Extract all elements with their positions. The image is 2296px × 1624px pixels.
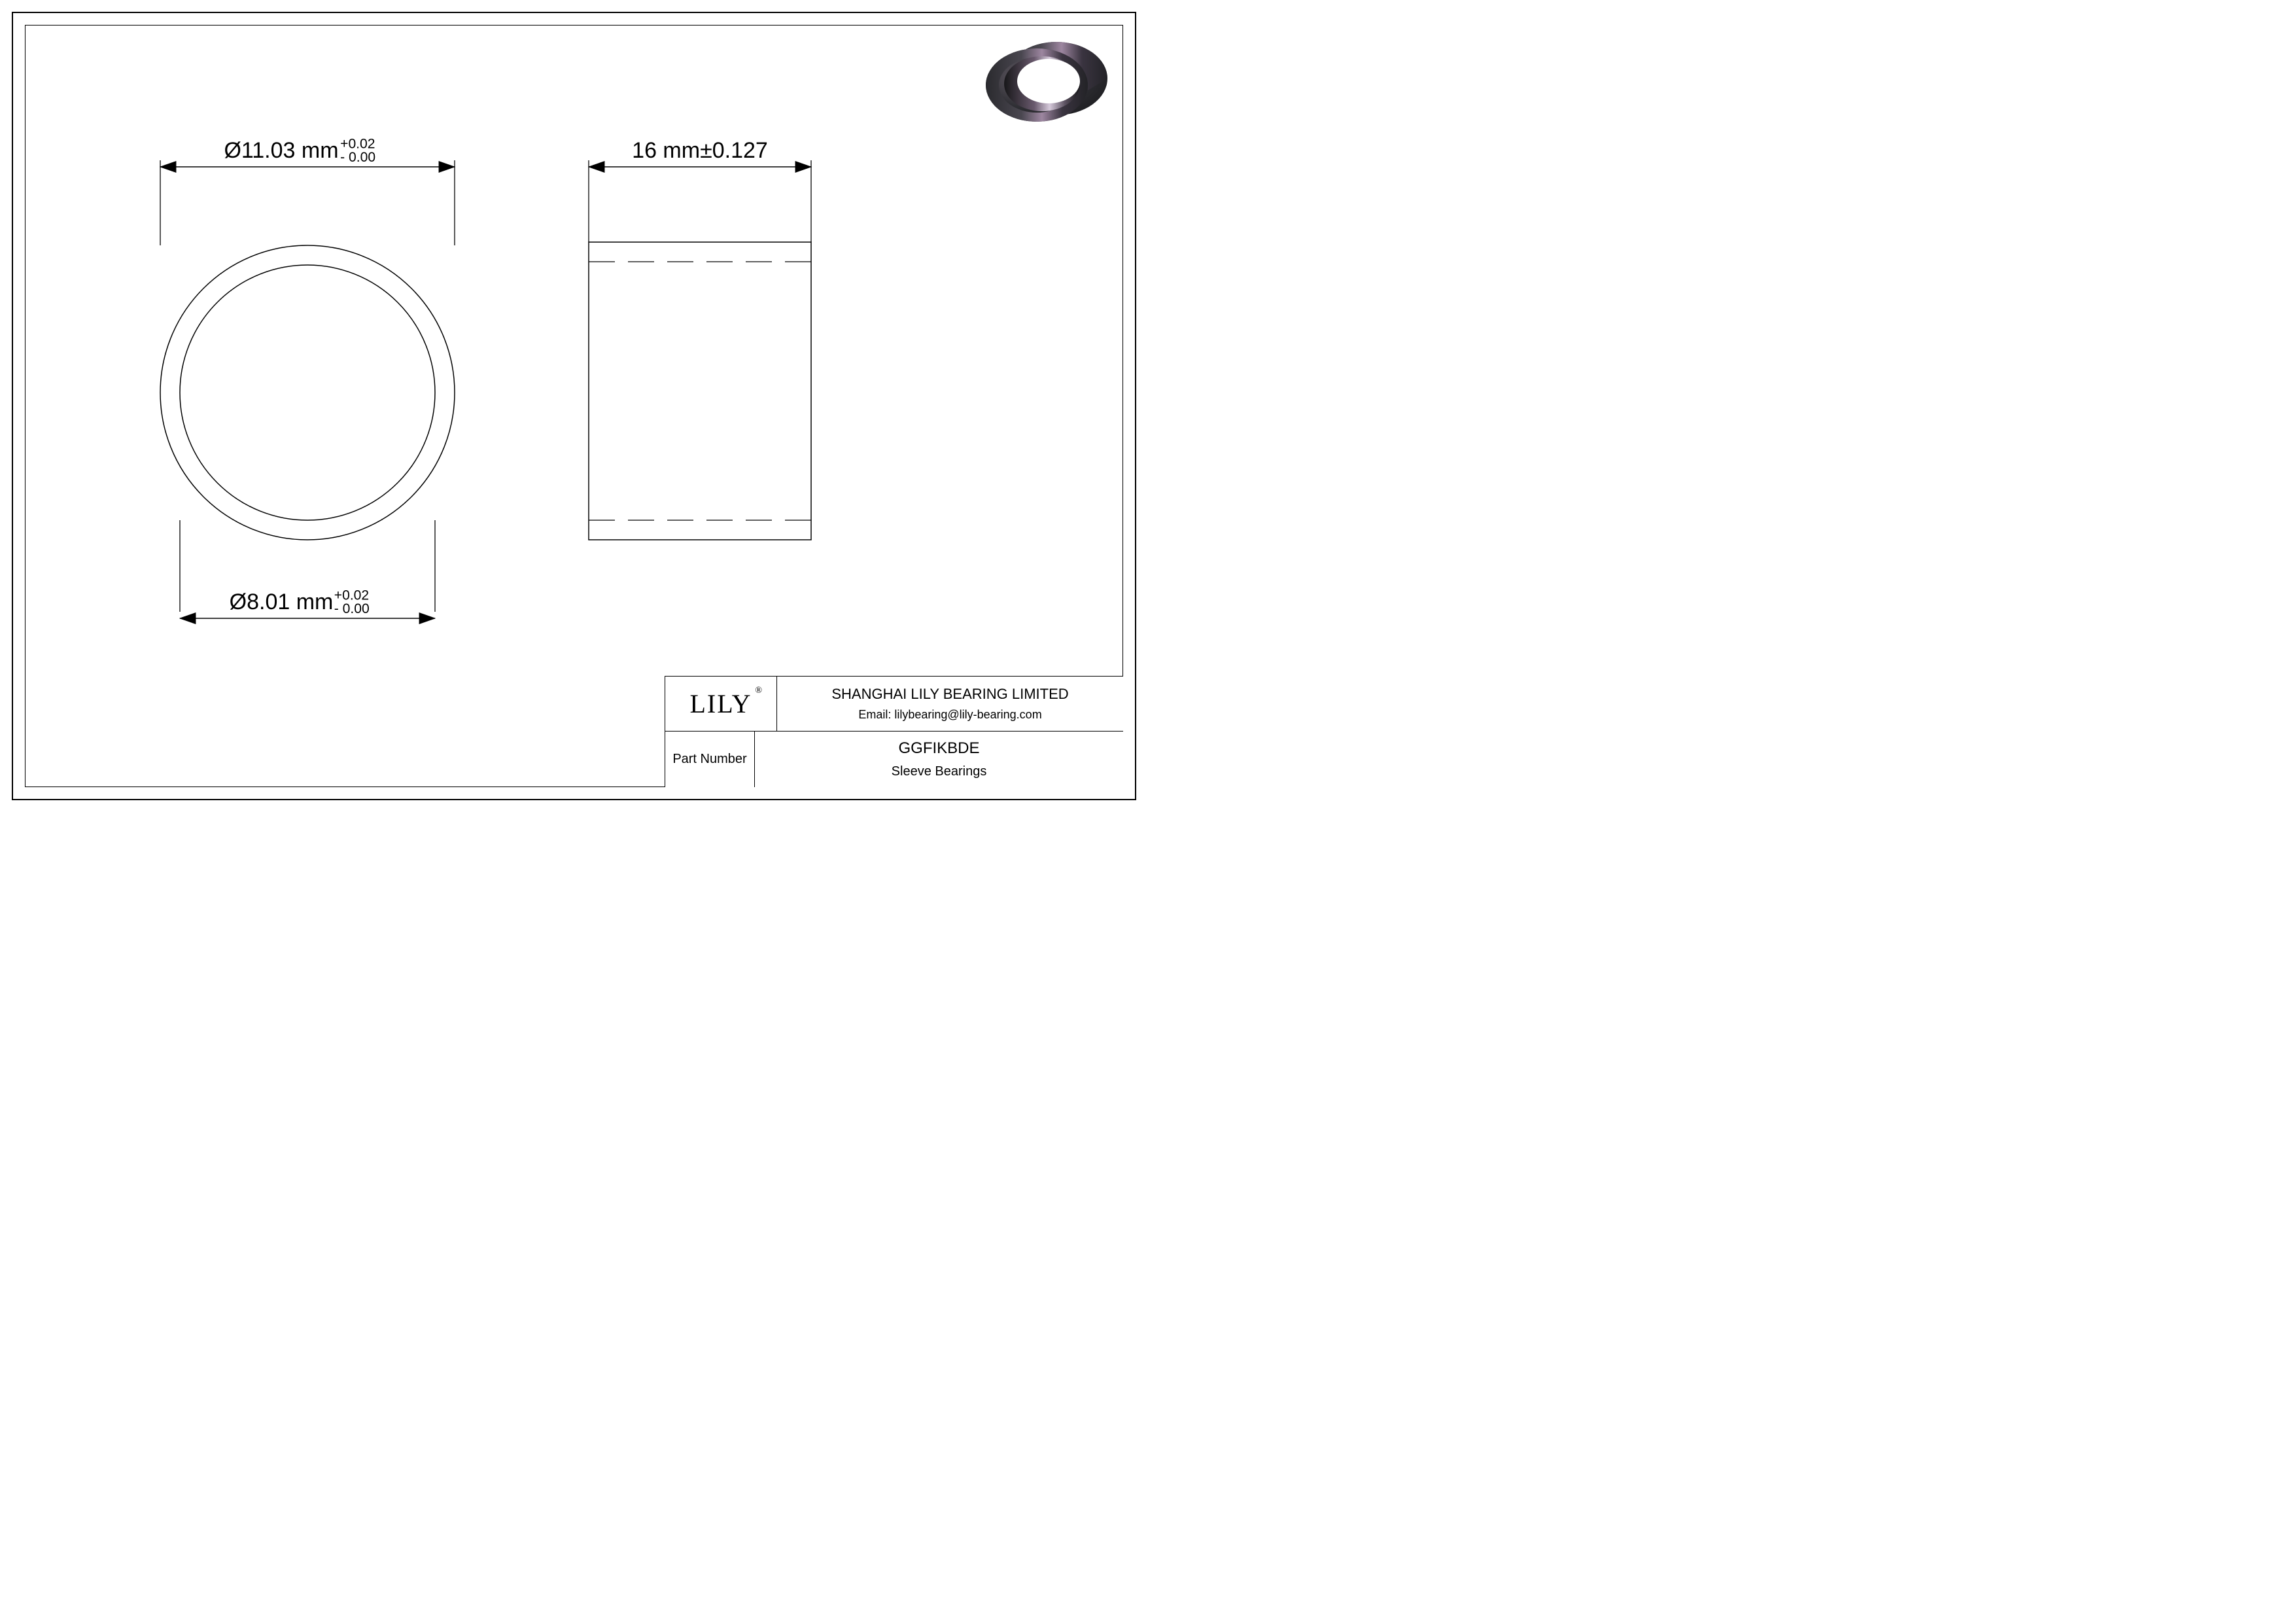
title-block: LILY ® SHANGHAI LILY BEARING LIMITED Ema… bbox=[665, 676, 1123, 787]
svg-text:- 0.00: - 0.00 bbox=[334, 601, 370, 616]
registered-mark: ® bbox=[755, 686, 763, 696]
logo: LILY ® bbox=[665, 677, 777, 731]
part-number: GGFIKBDE bbox=[898, 739, 979, 758]
svg-text:Ø8.01 mm: Ø8.01 mm bbox=[230, 590, 334, 614]
dimensions: Ø11.03 mm+0.02- 0.00Ø8.01 mm+0.02- 0.001… bbox=[160, 137, 811, 618]
svg-text:Ø11.03 mm: Ø11.03 mm bbox=[224, 138, 338, 163]
logo-text: LILY bbox=[689, 688, 752, 719]
part-number-label: Part Number bbox=[665, 732, 755, 787]
front-view-ring bbox=[160, 245, 455, 540]
company-cell: SHANGHAI LILY BEARING LIMITED Email: lil… bbox=[777, 677, 1123, 731]
part-description: Sleeve Bearings bbox=[892, 764, 987, 779]
part-number-cell: GGFIKBDE Sleeve Bearings bbox=[755, 732, 1123, 787]
company-name: SHANGHAI LILY BEARING LIMITED bbox=[831, 686, 1068, 703]
svg-text:- 0.00: - 0.00 bbox=[340, 150, 375, 165]
company-email: Email: lilybearing@lily-bearing.com bbox=[858, 708, 1041, 722]
svg-text:16 mm±0.127: 16 mm±0.127 bbox=[632, 138, 768, 163]
side-view-rect bbox=[589, 242, 811, 540]
isometric-render bbox=[965, 34, 1109, 126]
